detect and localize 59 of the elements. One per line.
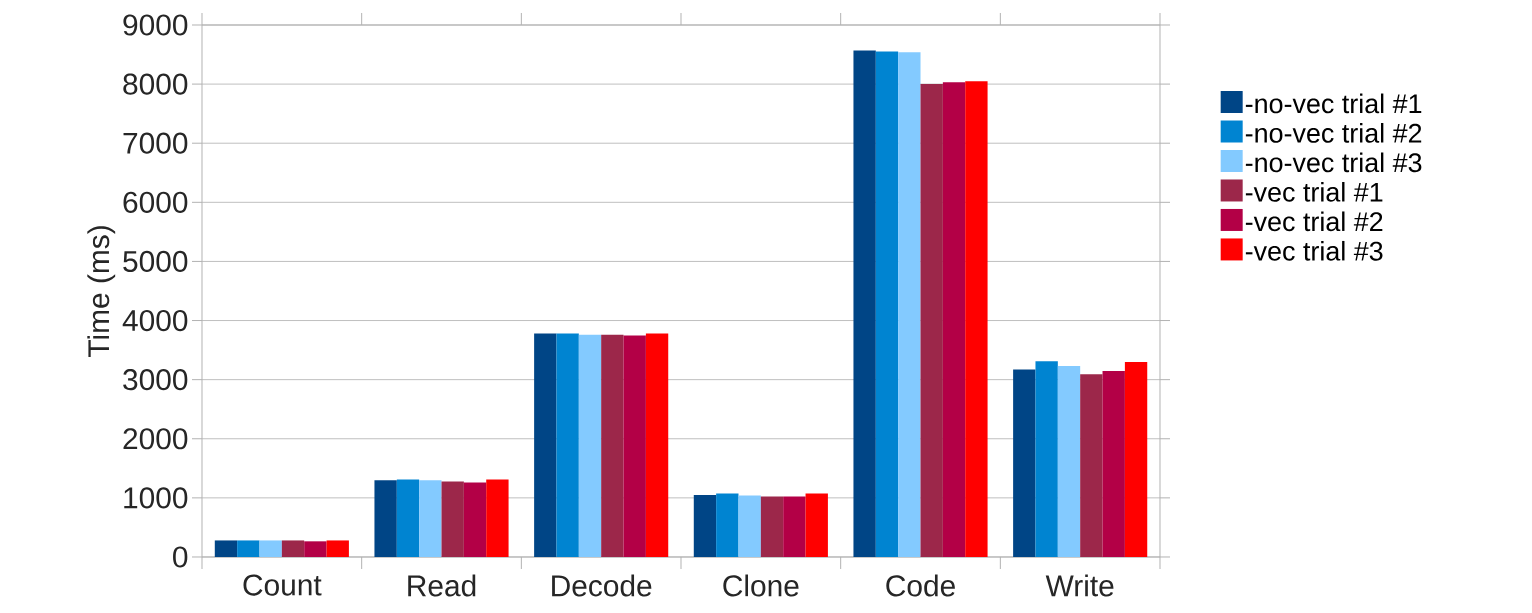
x-tick-label: Read xyxy=(408,574,476,597)
bar xyxy=(1035,361,1058,557)
legend-label: -vec trial #2 xyxy=(1245,211,1383,232)
y-axis-title: Time (ms) xyxy=(87,226,116,357)
bar xyxy=(853,50,876,557)
x-tick-label: Clone xyxy=(723,574,799,597)
bar xyxy=(920,84,943,557)
y-tick-label: 8000 xyxy=(123,73,188,95)
bar xyxy=(441,481,464,557)
bar xyxy=(875,51,899,557)
legend-label: -vec trial #1 xyxy=(1245,181,1383,202)
bar xyxy=(898,52,921,557)
bar xyxy=(1080,374,1103,557)
bar xyxy=(1124,361,1148,557)
bar xyxy=(1102,371,1125,557)
bar xyxy=(738,495,761,557)
y-tick-label: 7000 xyxy=(123,132,188,154)
y-tick-label: 4000 xyxy=(122,309,188,332)
legend-label: -vec trial #3 xyxy=(1245,240,1383,261)
bar xyxy=(281,540,305,557)
y-tick-label: 1000 xyxy=(124,487,188,509)
x-tick-label: Count xyxy=(243,574,322,596)
y-tick-label: 3000 xyxy=(123,369,188,391)
y-tick-label: 0 xyxy=(173,546,188,568)
bar xyxy=(259,540,282,557)
x-tick-label: Decode xyxy=(552,574,652,597)
bar xyxy=(645,333,669,557)
y-tick-label: 6000 xyxy=(123,191,188,213)
bar xyxy=(760,496,784,557)
bar xyxy=(623,335,646,557)
x-tick-label: Code xyxy=(886,574,955,597)
bar xyxy=(463,482,487,557)
legend-label: -no-vec trial #2 xyxy=(1245,123,1422,143)
bar xyxy=(556,333,579,557)
bar xyxy=(396,479,420,557)
bar xyxy=(486,479,509,557)
bar xyxy=(419,480,442,557)
legend-label: -no-vec trial #3 xyxy=(1245,152,1422,173)
bar xyxy=(304,541,327,557)
bar xyxy=(1013,369,1036,557)
bar xyxy=(578,334,602,557)
bar xyxy=(965,81,988,557)
bar xyxy=(214,540,238,557)
y-tick-label: 9000 xyxy=(123,14,188,36)
bar xyxy=(1057,366,1081,557)
x-tick-label: Write xyxy=(1045,574,1114,597)
bar xyxy=(326,540,349,557)
legend-label: -no-vec trial #1 xyxy=(1245,93,1422,114)
bar xyxy=(374,480,397,557)
bar xyxy=(716,493,739,557)
bar xyxy=(601,334,624,557)
bar xyxy=(942,82,966,557)
bar xyxy=(693,494,717,557)
y-tick-label: 5000 xyxy=(123,250,188,273)
bar xyxy=(805,493,828,557)
bar xyxy=(534,333,557,557)
bar xyxy=(237,540,260,557)
bar xyxy=(783,496,806,557)
y-tick-label: 2000 xyxy=(123,428,188,450)
